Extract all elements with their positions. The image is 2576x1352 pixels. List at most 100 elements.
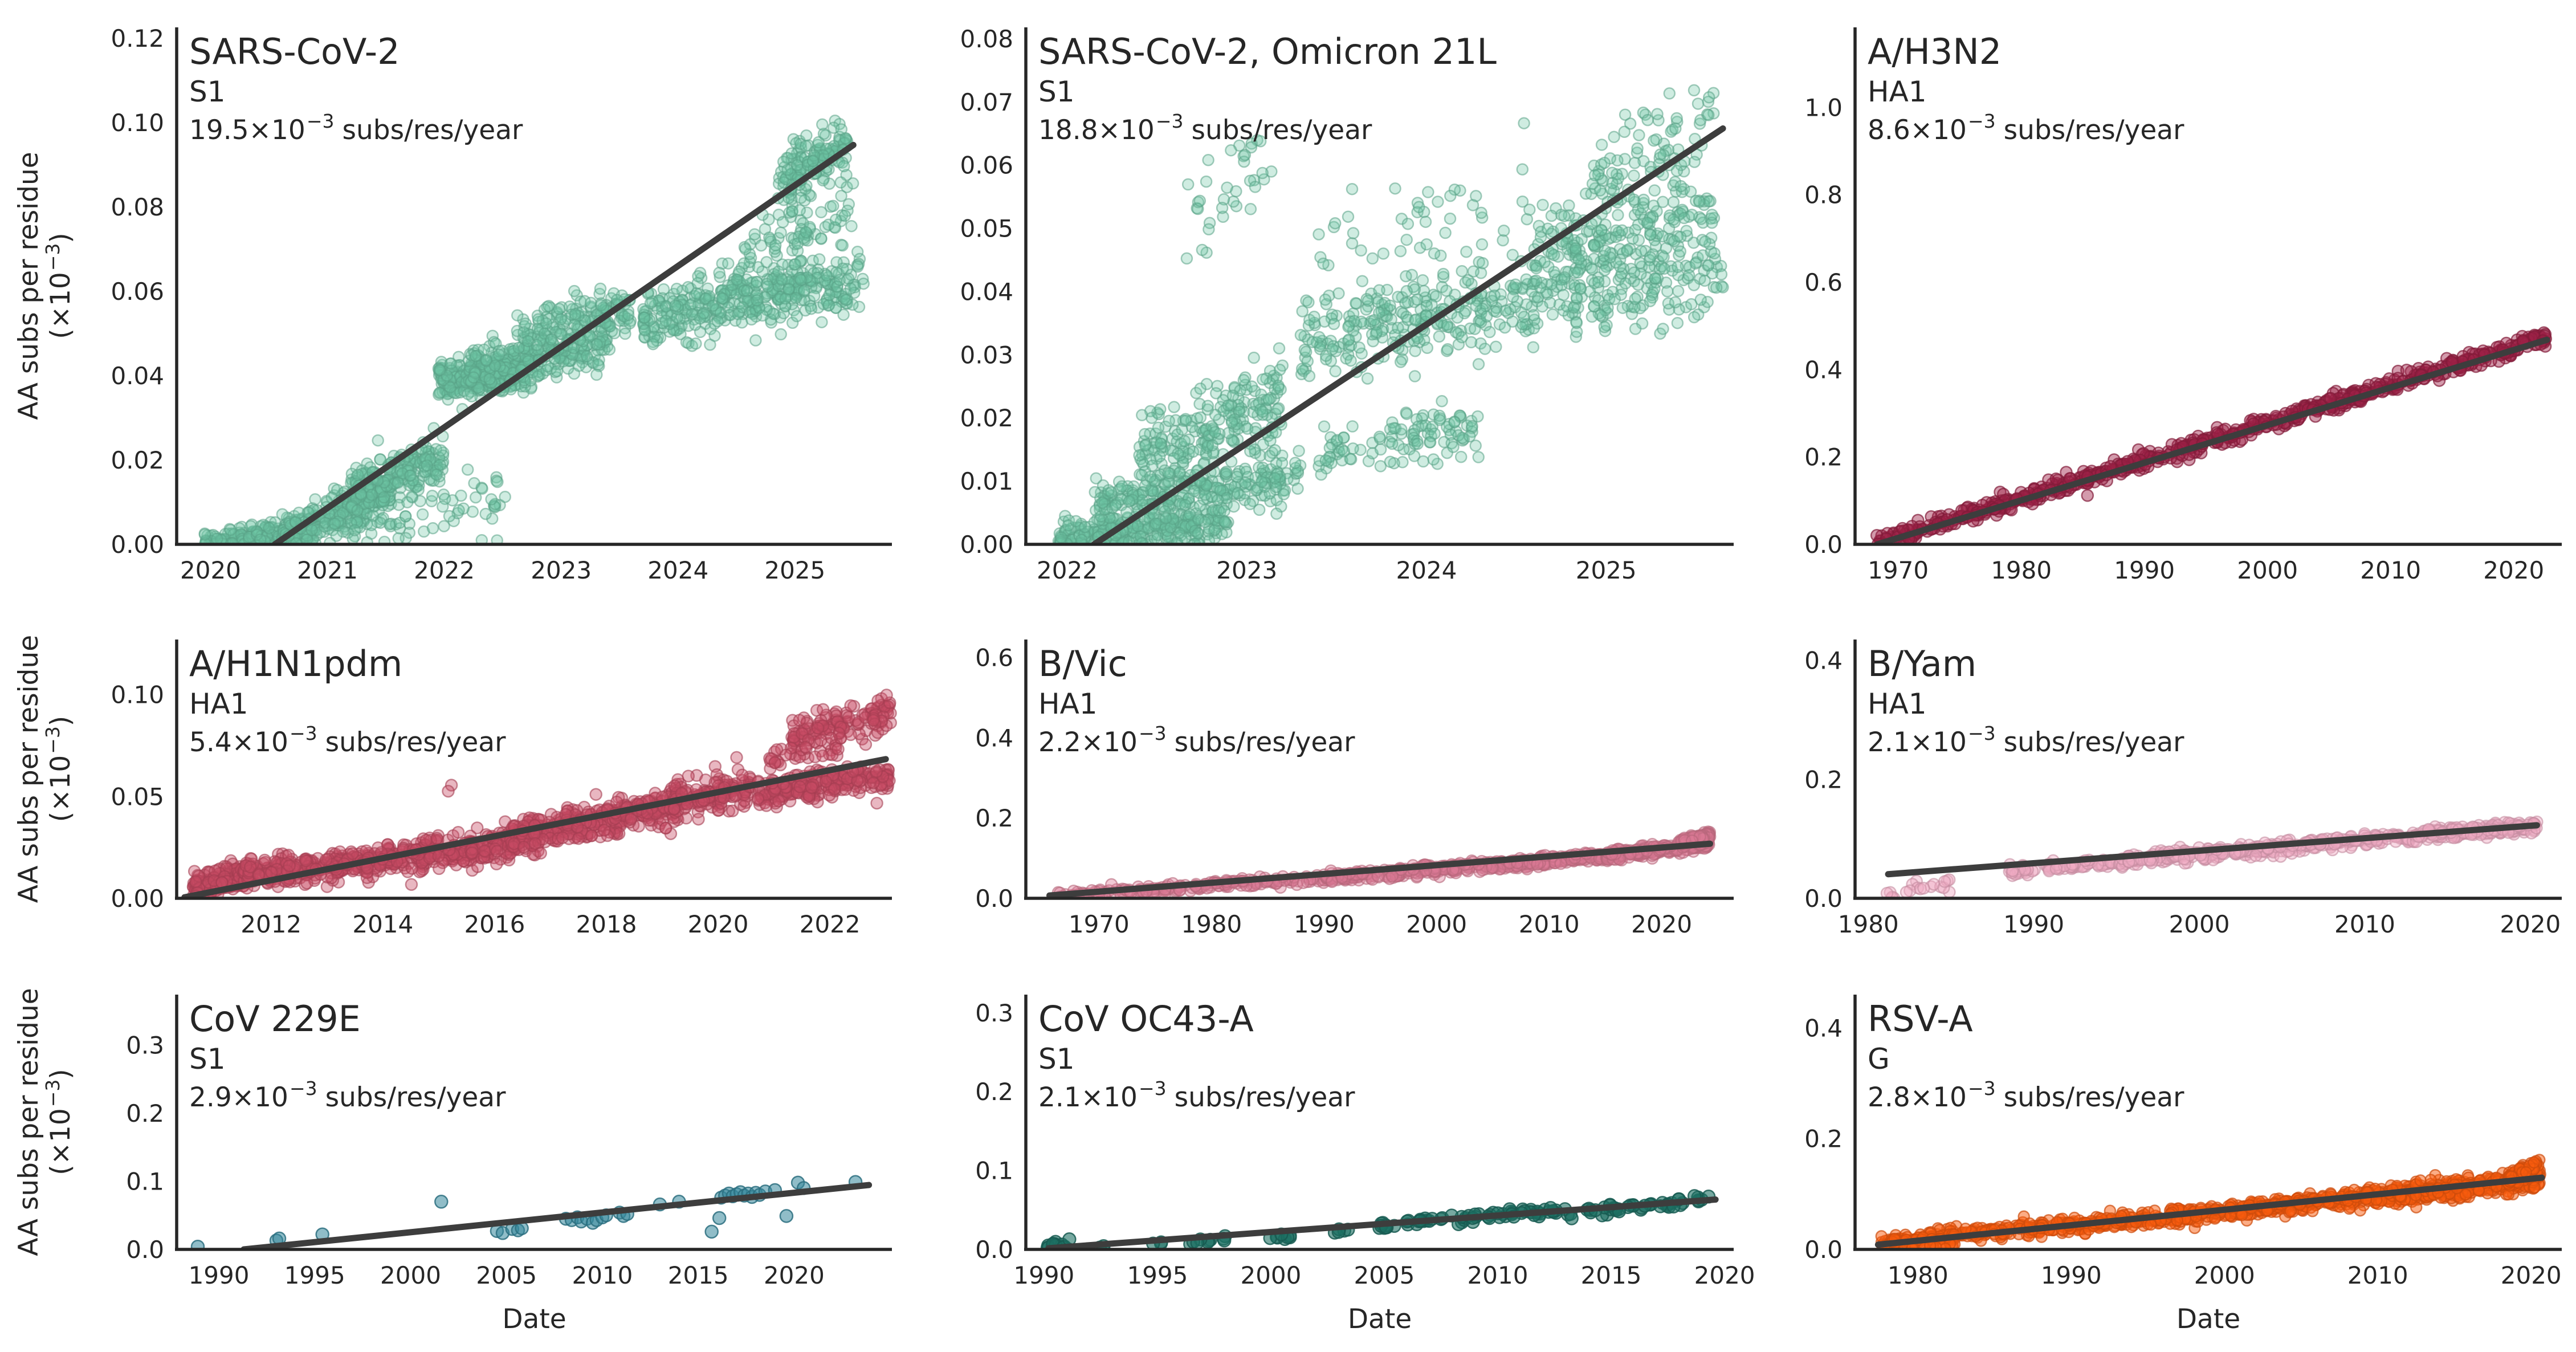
data-point bbox=[1598, 156, 1611, 169]
data-point bbox=[430, 469, 443, 481]
data-point bbox=[1346, 420, 1359, 433]
data-point bbox=[1256, 475, 1268, 488]
data-point bbox=[670, 282, 683, 295]
data-point bbox=[483, 373, 496, 386]
data-point bbox=[1257, 373, 1269, 386]
data-point bbox=[1706, 209, 1718, 221]
data-point bbox=[1342, 210, 1355, 223]
data-point bbox=[438, 520, 450, 532]
data-point bbox=[1388, 422, 1400, 435]
data-point bbox=[1187, 445, 1200, 458]
data-point bbox=[1342, 320, 1355, 333]
data-point bbox=[1293, 445, 1305, 457]
data-point bbox=[782, 283, 795, 296]
data-point bbox=[1417, 455, 1430, 468]
data-point bbox=[1353, 341, 1366, 354]
data-point bbox=[1545, 209, 1558, 222]
data-point bbox=[1672, 260, 1684, 274]
data-point bbox=[592, 358, 605, 371]
y-tick-label: 0.10 bbox=[111, 109, 164, 137]
data-point bbox=[485, 493, 498, 506]
y-tick-label: 0.4 bbox=[1804, 356, 1843, 384]
x-tick-label: 1990 bbox=[2114, 556, 2175, 584]
data-point bbox=[1631, 142, 1644, 155]
data-point bbox=[1649, 272, 1661, 284]
data-point bbox=[1328, 217, 1342, 230]
data-point bbox=[698, 307, 710, 320]
data-point bbox=[761, 280, 775, 293]
data-point bbox=[1433, 330, 1446, 343]
data-point bbox=[647, 337, 659, 351]
data-point bbox=[739, 243, 752, 255]
data-point bbox=[1667, 196, 1680, 209]
data-point bbox=[1688, 84, 1701, 97]
data-point bbox=[1588, 300, 1600, 313]
data-point bbox=[1685, 298, 1698, 311]
data-point bbox=[1055, 531, 1067, 544]
y-tick-label: 0.06 bbox=[111, 278, 164, 306]
data-point bbox=[1488, 289, 1501, 302]
data-point bbox=[857, 277, 870, 290]
data-point bbox=[1641, 113, 1654, 127]
panel-rate-label: 8.6×10−3 subs/res/year bbox=[1868, 110, 2184, 146]
data-point bbox=[769, 239, 782, 252]
data-point bbox=[1225, 416, 1238, 429]
x-tick-label: 2023 bbox=[1216, 556, 1277, 584]
data-point bbox=[812, 136, 825, 149]
x-tick-label: 2024 bbox=[647, 556, 708, 584]
data-point bbox=[461, 463, 474, 476]
data-point bbox=[1373, 306, 1385, 319]
data-point bbox=[775, 226, 787, 239]
data-point bbox=[1302, 296, 1315, 309]
data-point bbox=[305, 524, 318, 536]
data-point bbox=[839, 294, 853, 306]
data-point bbox=[365, 519, 378, 531]
data-point bbox=[1394, 356, 1407, 368]
data-point bbox=[1319, 294, 1332, 306]
data-point bbox=[820, 269, 833, 282]
data-point bbox=[1518, 311, 1530, 323]
data-point bbox=[479, 507, 492, 520]
data-point bbox=[1702, 109, 1715, 121]
data-point bbox=[815, 206, 828, 219]
data-point bbox=[1338, 445, 1350, 458]
data-point bbox=[1428, 427, 1441, 440]
data-point bbox=[1222, 399, 1235, 412]
data-point bbox=[1616, 302, 1629, 314]
data-point bbox=[1192, 527, 1205, 540]
data-point bbox=[1657, 323, 1669, 335]
data-point bbox=[659, 315, 672, 327]
data-point bbox=[1670, 112, 1683, 125]
data-point bbox=[1248, 351, 1260, 364]
data-point bbox=[521, 335, 535, 348]
data-point bbox=[1706, 267, 1719, 280]
data-point bbox=[1441, 343, 1454, 356]
data-point bbox=[1220, 465, 1233, 478]
data-point bbox=[1200, 175, 1213, 188]
data-point bbox=[731, 274, 743, 286]
data-point bbox=[827, 199, 839, 213]
data-point bbox=[476, 482, 488, 495]
data-point bbox=[1329, 365, 1342, 378]
data-point bbox=[1454, 450, 1468, 463]
data-point bbox=[1433, 414, 1446, 426]
data-point bbox=[1221, 181, 1233, 194]
y-tick-label: 0.08 bbox=[111, 193, 164, 221]
data-point bbox=[1179, 499, 1192, 511]
data-point bbox=[1621, 243, 1633, 256]
data-point bbox=[1558, 271, 1571, 284]
data-point bbox=[690, 337, 702, 350]
data-point bbox=[1530, 262, 1543, 275]
data-point bbox=[619, 327, 631, 340]
y-tick-label: 0.03 bbox=[960, 341, 1013, 369]
data-point bbox=[433, 364, 446, 376]
data-point bbox=[1688, 311, 1701, 324]
y-tick-label: 0.07 bbox=[960, 88, 1013, 116]
data-point bbox=[1628, 169, 1640, 182]
data-point bbox=[1464, 430, 1476, 443]
y-tick-label: 0.0 bbox=[1804, 531, 1843, 559]
data-point bbox=[1193, 194, 1207, 207]
data-point bbox=[1385, 437, 1399, 450]
